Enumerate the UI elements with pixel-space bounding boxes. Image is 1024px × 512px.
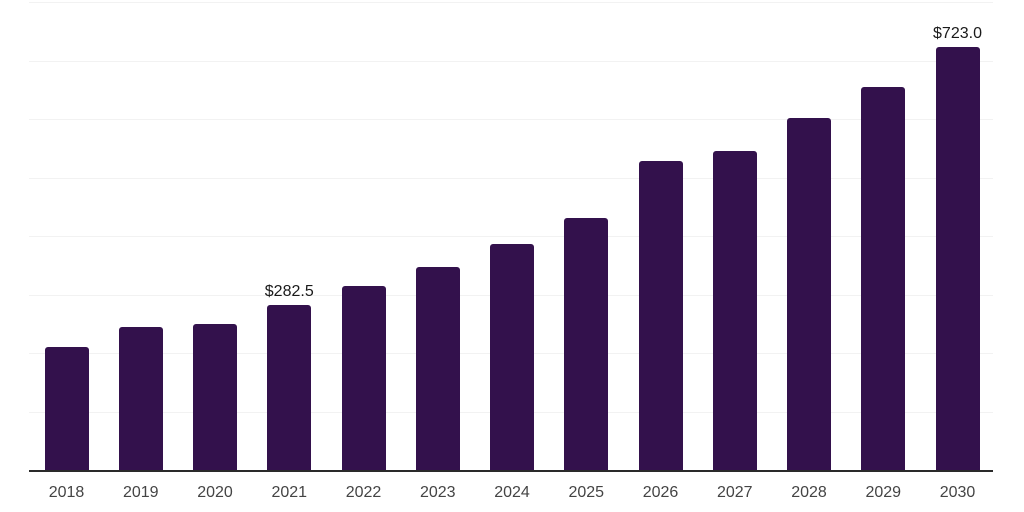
gridline-500 xyxy=(29,177,993,179)
gridline-700 xyxy=(29,60,993,62)
x-tick-2024: 2024 xyxy=(494,484,530,501)
bar-2030 xyxy=(935,47,980,470)
gridline-400 xyxy=(29,236,993,237)
gridline-600 xyxy=(29,119,993,120)
x-tick-2022: 2022 xyxy=(345,484,382,501)
bar-2027 xyxy=(712,150,757,470)
x-tick-2027: 2027 xyxy=(716,484,753,501)
gridline-800 xyxy=(29,2,993,3)
bar-2025 xyxy=(564,218,609,470)
bar-2020 xyxy=(193,323,237,470)
x-tick-2030: 2030 xyxy=(939,484,976,501)
x-tick-2025: 2025 xyxy=(568,484,605,501)
x-tick-2021: 2021 xyxy=(271,484,308,501)
x-tick-2023: 2023 xyxy=(419,484,456,501)
bar-2028 xyxy=(787,117,831,470)
x-tick-2026: 2026 xyxy=(642,484,679,501)
bar-2029 xyxy=(861,86,906,470)
x-tick-2018: 2018 xyxy=(48,484,85,501)
x-tick-2029: 2029 xyxy=(865,484,902,501)
bar-2021 xyxy=(267,304,312,470)
bar-2026 xyxy=(638,161,683,470)
bar-2018 xyxy=(44,347,89,470)
bar-2023 xyxy=(415,266,460,470)
x-axis-line xyxy=(29,469,993,472)
data-label-2030: $723.0 xyxy=(933,25,982,43)
x-tick-2019: 2019 xyxy=(122,484,159,501)
bar-2024 xyxy=(490,244,534,470)
x-tick-2020: 2020 xyxy=(197,484,233,501)
data-label-2021: $282.5 xyxy=(264,282,314,300)
bar-2019 xyxy=(118,327,163,470)
bar-2022 xyxy=(341,285,386,470)
x-tick-2028: 2028 xyxy=(791,484,827,501)
